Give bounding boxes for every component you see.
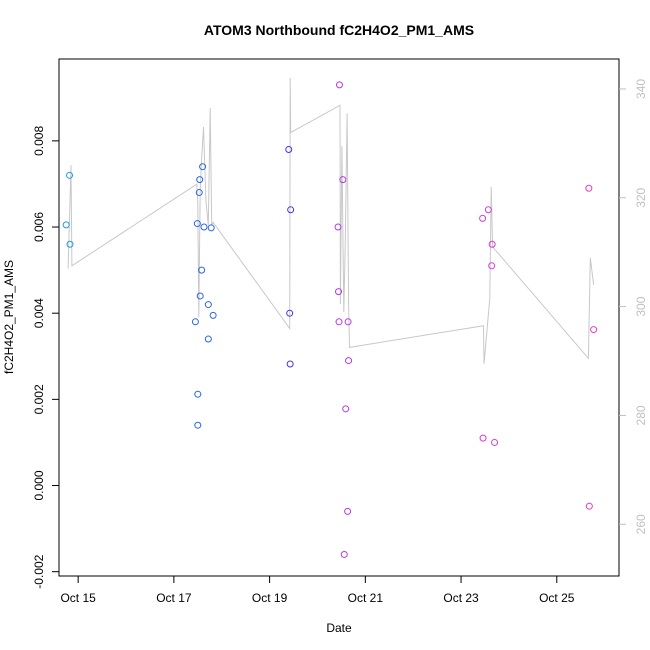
data-point bbox=[335, 288, 343, 296]
data-point bbox=[66, 240, 74, 248]
x-tick-label: Oct 21 bbox=[348, 591, 384, 605]
data-point bbox=[199, 163, 207, 171]
y-tick-label: -0.002 bbox=[32, 554, 46, 588]
data-point bbox=[204, 301, 212, 309]
y2-tick-label: 260 bbox=[634, 514, 648, 534]
data-point bbox=[200, 223, 208, 231]
data-point bbox=[286, 309, 294, 317]
data-point bbox=[491, 438, 499, 446]
y-axis-label: fC2H4O2_PM1_AMS bbox=[2, 260, 16, 374]
data-point bbox=[62, 221, 70, 229]
data-point bbox=[196, 292, 204, 300]
data-point bbox=[193, 220, 201, 228]
x-tick-label: Oct 25 bbox=[539, 591, 575, 605]
data-point bbox=[196, 176, 204, 184]
data-point bbox=[488, 262, 496, 270]
x-tick-label: Oct 15 bbox=[60, 591, 96, 605]
data-point bbox=[340, 550, 348, 558]
x-tick-label: Oct 17 bbox=[156, 591, 192, 605]
data-point bbox=[479, 214, 487, 222]
data-point bbox=[285, 145, 293, 153]
data-point bbox=[339, 176, 347, 184]
y-tick-label: 0.000 bbox=[32, 470, 46, 500]
data-point bbox=[585, 184, 593, 192]
x-tick-label: Oct 19 bbox=[252, 591, 288, 605]
data-point bbox=[334, 223, 342, 231]
data-point bbox=[345, 357, 353, 365]
x-axis-label: Date bbox=[326, 621, 352, 635]
data-point bbox=[479, 434, 487, 442]
data-point bbox=[195, 189, 203, 197]
altitude-line bbox=[67, 77, 595, 364]
data-point bbox=[590, 326, 598, 334]
y-tick-label: 0.004 bbox=[32, 298, 46, 328]
altitude-line-layer bbox=[67, 77, 595, 364]
data-point bbox=[194, 421, 202, 429]
plot-frame bbox=[58, 58, 620, 577]
data-point bbox=[204, 335, 212, 343]
data-point bbox=[66, 171, 74, 179]
data-point bbox=[484, 206, 492, 214]
data-point bbox=[207, 224, 215, 232]
y2-tick-label: 340 bbox=[634, 79, 648, 99]
y2-tick-label: 280 bbox=[634, 405, 648, 425]
data-point bbox=[585, 502, 593, 510]
data-point bbox=[191, 318, 199, 326]
data-point bbox=[342, 405, 350, 413]
chart-title: ATOM3 Northbound fC2H4O2_PM1_AMS bbox=[204, 22, 474, 38]
data-point bbox=[335, 81, 343, 89]
y2-tick-label: 320 bbox=[634, 187, 648, 207]
y-tick-label: 0.008 bbox=[32, 126, 46, 156]
data-point bbox=[198, 266, 206, 274]
data-point bbox=[335, 318, 343, 326]
data-point bbox=[209, 311, 217, 319]
data-point bbox=[344, 318, 352, 326]
data-points-layer bbox=[62, 81, 598, 558]
x-tick-label: Oct 23 bbox=[443, 591, 479, 605]
data-point bbox=[488, 240, 496, 248]
data-point bbox=[286, 360, 294, 368]
data-point bbox=[194, 390, 202, 398]
y-tick-label: 0.006 bbox=[32, 212, 46, 242]
y2-tick-label: 300 bbox=[634, 296, 648, 316]
data-point bbox=[287, 206, 295, 214]
y-tick-label: 0.002 bbox=[32, 384, 46, 414]
data-point bbox=[344, 507, 352, 515]
axes-layer: Oct 15 Oct 17 Oct 19 Oct 21 Oct 23 Oct 25 -0.0… bbox=[32, 79, 648, 605]
